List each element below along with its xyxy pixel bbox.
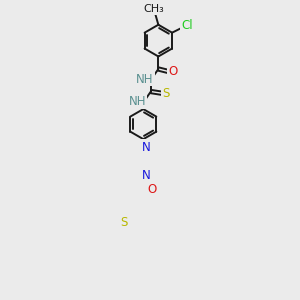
Text: Cl: Cl — [181, 20, 193, 32]
Text: NH: NH — [136, 73, 154, 85]
Text: N: N — [141, 169, 150, 182]
Text: S: S — [162, 87, 169, 100]
Text: S: S — [120, 216, 128, 229]
Text: CH₃: CH₃ — [143, 4, 164, 14]
Text: NH: NH — [129, 95, 146, 108]
Text: N: N — [141, 141, 150, 154]
Text: O: O — [147, 183, 156, 196]
Text: O: O — [168, 65, 177, 78]
